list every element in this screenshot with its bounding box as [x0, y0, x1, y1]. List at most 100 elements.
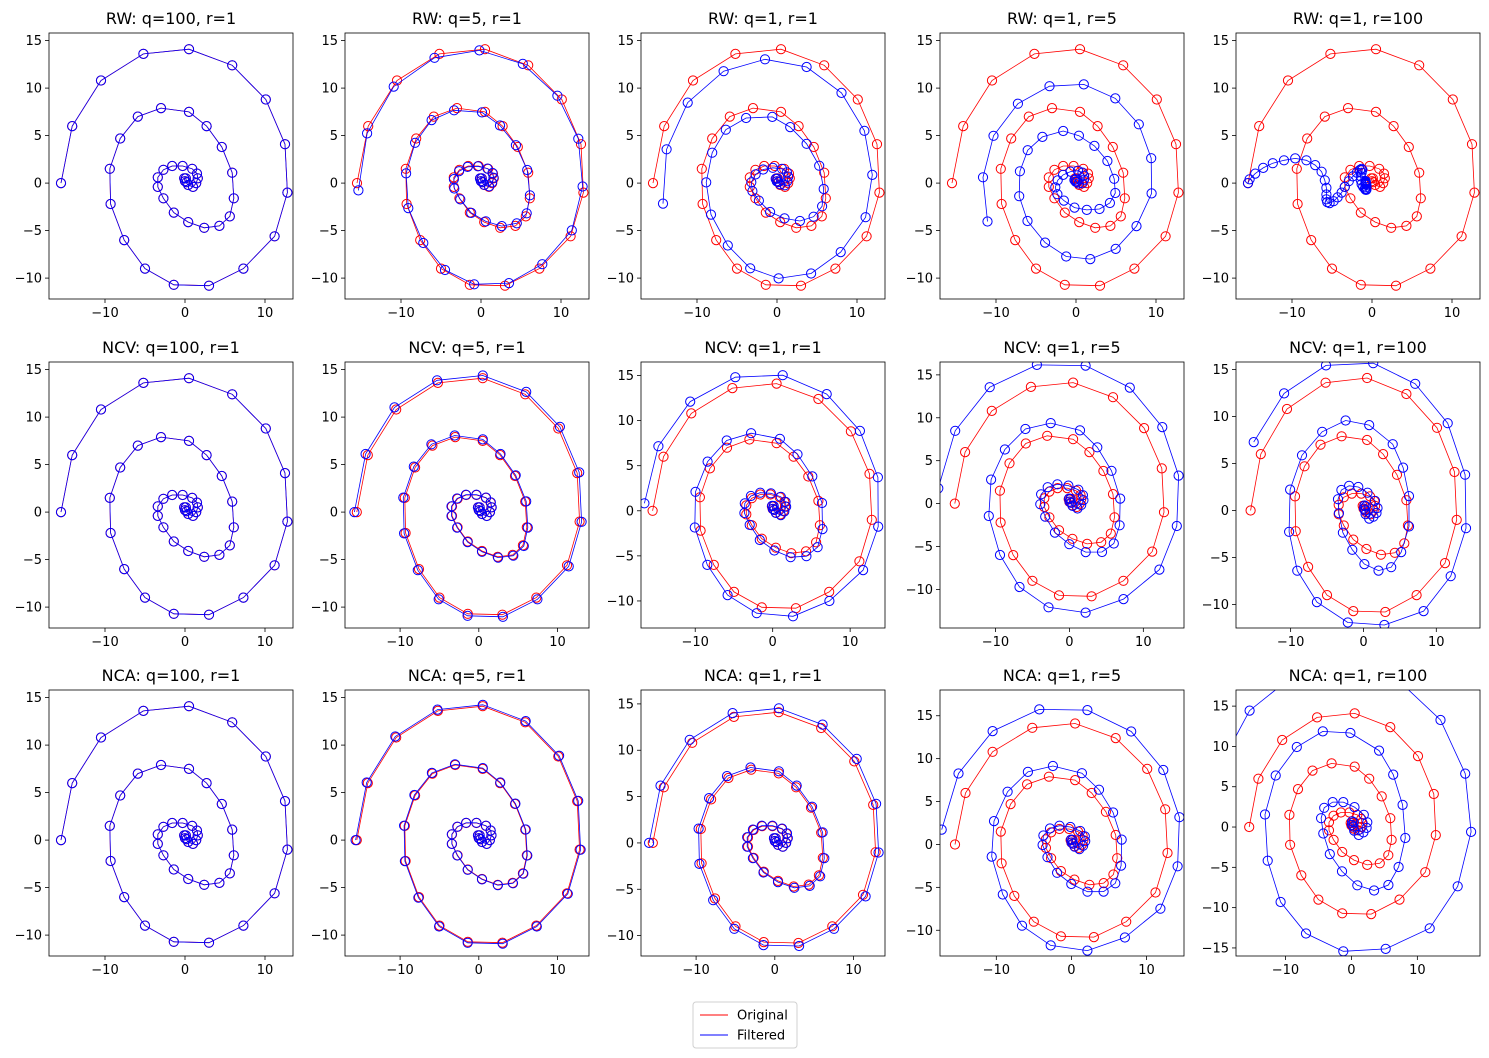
y-tick-label: 5	[34, 786, 42, 801]
y-tick-label: 5	[330, 458, 338, 473]
filtered-point	[1403, 521, 1415, 532]
original-point	[946, 178, 958, 189]
filtered-point	[1452, 881, 1463, 892]
filtered-point	[486, 830, 497, 841]
filtered-point	[1403, 491, 1415, 502]
y-tick-label: 10	[617, 744, 634, 759]
original-point	[510, 220, 521, 231]
filtered-point	[721, 435, 732, 446]
original-point	[1376, 791, 1387, 802]
filtered-point	[1074, 844, 1085, 855]
original-point	[1074, 44, 1086, 55]
filtered-point	[1347, 816, 1358, 827]
y-tick-label: −10	[1202, 272, 1229, 287]
filtered-point	[503, 278, 515, 289]
filtered-point	[446, 501, 457, 512]
axes-frame	[1235, 689, 1481, 957]
filtered-point	[474, 45, 485, 56]
subplot-title: RW: q=5, r=1	[412, 9, 522, 28]
filtered-point	[873, 847, 884, 858]
subplot-title: NCA: q=5, r=1	[408, 666, 526, 685]
subplot-title: RW: q=100, r=1	[106, 9, 236, 28]
original-point	[1170, 139, 1182, 150]
filtered-point	[1311, 597, 1323, 608]
filtered-point	[1108, 807, 1119, 818]
x-tick-label: 0	[475, 635, 483, 650]
original-point	[1306, 235, 1317, 246]
original-point	[1028, 916, 1039, 927]
filtered-point	[1080, 607, 1091, 618]
original-point	[1100, 806, 1112, 817]
original-point	[658, 451, 669, 462]
plot-area	[351, 44, 589, 291]
filtered-point	[518, 540, 529, 552]
filtered-point	[167, 160, 178, 172]
y-tick-label: 5	[34, 129, 42, 144]
filtered-point	[1118, 594, 1129, 605]
original-point	[1254, 121, 1265, 132]
filtered-point	[701, 177, 712, 188]
original-point	[986, 405, 997, 416]
plot-area	[644, 703, 884, 952]
original-point	[1105, 528, 1116, 539]
filtered-point	[228, 193, 239, 204]
filtered-point	[434, 921, 445, 932]
original-point	[1046, 103, 1058, 114]
filtered-point	[201, 450, 212, 461]
original-point	[1348, 606, 1359, 617]
filtered-point	[155, 759, 167, 771]
original-point	[987, 746, 998, 757]
filtered-point	[745, 490, 757, 502]
filtered-point	[860, 891, 871, 902]
original-point	[1319, 111, 1330, 122]
original-point	[1107, 141, 1118, 153]
filtered-point	[199, 551, 210, 562]
filtered-point	[183, 763, 195, 775]
filtered-point	[168, 279, 179, 290]
original-point	[1362, 434, 1373, 446]
filtered-point	[460, 489, 472, 500]
filtered-point	[1354, 164, 1366, 175]
filtered-point	[469, 279, 480, 290]
original-point	[531, 592, 542, 603]
filtered-point	[1067, 834, 1078, 845]
y-tick-label: 0	[1221, 177, 1229, 192]
filtered-point	[1317, 726, 1328, 737]
filtered-point	[859, 125, 870, 136]
filtered-point	[718, 66, 729, 77]
filtered-point	[492, 880, 503, 891]
original-point	[813, 870, 825, 881]
original-point	[1292, 198, 1303, 210]
filtered-point	[1072, 503, 1083, 514]
original-point	[1118, 167, 1129, 178]
original-point	[775, 106, 787, 118]
filtered-point	[1002, 786, 1013, 797]
original-point	[1320, 377, 1331, 388]
filtered-point	[768, 500, 779, 512]
original-point	[1335, 807, 1347, 818]
original-line	[60, 377, 288, 616]
filtered-point	[807, 471, 818, 482]
filtered-point	[1109, 173, 1120, 184]
filtered-point	[55, 506, 67, 518]
filtered-point	[462, 864, 473, 875]
filtered-point	[769, 545, 780, 556]
filtered-point	[940, 483, 944, 494]
filtered-point	[722, 590, 733, 601]
original-point	[1364, 773, 1375, 784]
filtered-point	[1460, 523, 1472, 534]
original-point	[1378, 449, 1389, 460]
filtered-point	[773, 273, 784, 284]
filtered-point	[685, 396, 696, 407]
filtered-point	[1158, 764, 1169, 776]
filtered-point	[765, 488, 777, 499]
subplot-title: NCA: q=100, r=1	[102, 666, 241, 685]
filtered-point	[452, 493, 463, 504]
original-point	[1068, 377, 1079, 388]
filtered-point	[997, 889, 1008, 900]
original-point	[1449, 466, 1460, 478]
filtered-point	[1346, 819, 1358, 831]
filtered-point	[1359, 559, 1370, 570]
filtered-point	[720, 124, 731, 135]
original-point	[730, 921, 741, 932]
